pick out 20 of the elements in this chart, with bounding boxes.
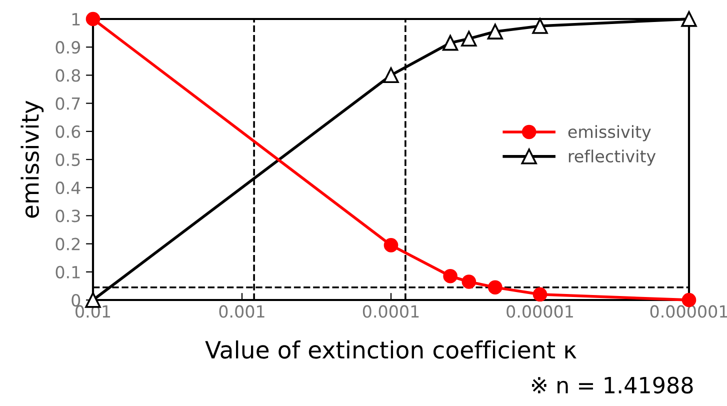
legend-label: emissivity	[568, 125, 651, 142]
y-tick-label: 0.3	[56, 210, 80, 222]
y-axis-title: emissivity	[20, 100, 44, 218]
x-tick-label: 0.0001	[362, 305, 419, 318]
y-tick-label: 0.8	[56, 69, 80, 82]
y-tick-label: 0.7	[56, 97, 80, 110]
legend-label: reflectivity	[568, 150, 656, 166]
y-tick-label: 0.6	[56, 125, 80, 138]
x-tick-label: 0.001	[219, 305, 264, 318]
y-tick-label: 0.2	[56, 238, 80, 250]
y-tick-label: 1	[72, 13, 80, 26]
text: ※ n = 1.41988	[532, 376, 693, 394]
x-axis-title: Value of extinction coefficient κ	[205, 340, 576, 359]
y-tick-label: 0.9	[56, 41, 80, 54]
y-tick-label: 0.1	[56, 266, 80, 278]
y-tick-label: 0	[72, 294, 80, 307]
y-tick-label: 0.5	[56, 153, 80, 166]
x-tick-label: 0.000001	[650, 305, 727, 318]
x-tick-label: 0.00001	[506, 305, 573, 318]
y-tick-label: 0.4	[56, 182, 80, 194]
